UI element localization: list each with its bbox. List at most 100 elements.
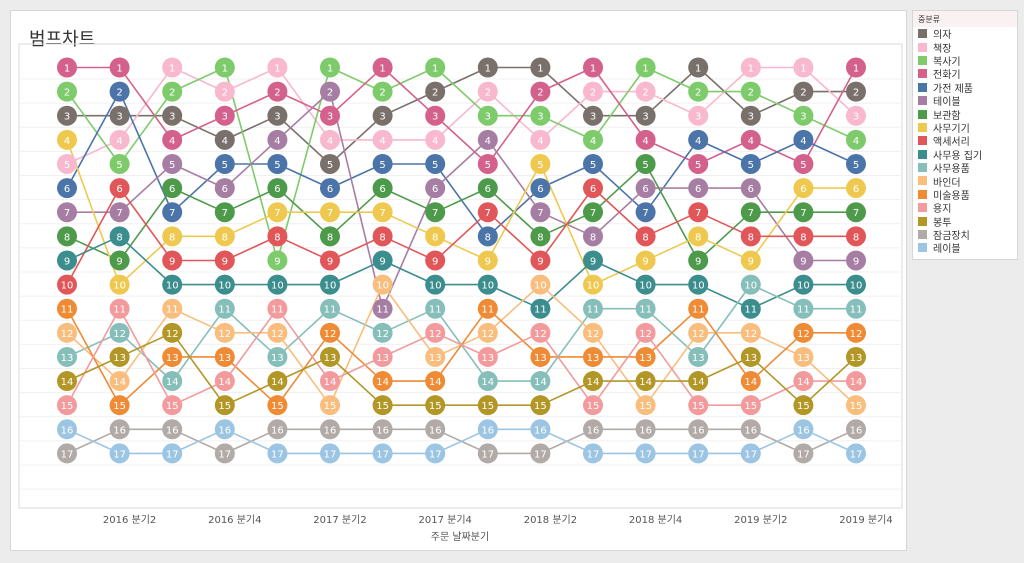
rank-marker: [793, 153, 814, 174]
rank-marker: [740, 443, 761, 464]
rank-marker: [267, 202, 288, 223]
rank-label: 2: [695, 88, 701, 99]
rank-marker: [109, 322, 130, 343]
legend-item[interactable]: 의자: [913, 27, 1017, 41]
legend-item[interactable]: 테이블: [913, 94, 1017, 108]
rank-marker: [372, 226, 393, 247]
rank-marker: [583, 129, 603, 150]
rank-marker: [846, 226, 866, 247]
legend-label: 책장: [933, 43, 952, 55]
rank-label: 6: [222, 184, 228, 195]
rank-marker: [162, 202, 183, 223]
legend: 중분류 의자 책장 복사기 전화기 가전 제품 테이블 보관함 사무기기 액세서리 사무용 집기 사…: [912, 10, 1018, 260]
rank-marker: [267, 129, 288, 150]
rank-marker: [267, 226, 288, 247]
rank-marker: [793, 274, 814, 295]
rank-label: 17: [744, 449, 757, 460]
rank-label: 9: [748, 256, 754, 267]
legend-item[interactable]: 보관함: [913, 107, 1017, 122]
rank-marker: [57, 395, 77, 416]
rank-label: 10: [113, 281, 126, 292]
rank-marker: [635, 322, 656, 343]
rank-label: 12: [113, 329, 126, 340]
rank-label: 7: [64, 208, 70, 219]
rank-label: 17: [166, 449, 179, 460]
rank-marker: [477, 419, 498, 440]
legend-label: 봉투: [933, 217, 952, 229]
rank-label: 3: [432, 112, 438, 123]
legend-item[interactable]: 복사기: [913, 54, 1017, 68]
rank-marker: [214, 57, 235, 78]
rank-marker: [109, 226, 130, 247]
legend-item[interactable]: 액세서리: [913, 134, 1017, 148]
rank-label: 2: [642, 88, 648, 99]
rank-label: 17: [850, 449, 863, 460]
legend-item[interactable]: 용지: [913, 201, 1017, 215]
rank-marker: [372, 153, 393, 174]
legend-item[interactable]: 사무용 집기: [913, 148, 1017, 162]
rank-marker: [740, 226, 761, 247]
rank-marker: [530, 443, 551, 464]
rank-label: 4: [853, 136, 859, 147]
rank-marker: [372, 443, 393, 464]
rank-marker: [846, 322, 866, 343]
rank-label: 15: [534, 401, 547, 412]
rank-label: 2: [590, 88, 596, 99]
rank-marker: [740, 395, 761, 416]
rank-label: 11: [376, 305, 389, 316]
legend-item[interactable]: 레이블: [913, 241, 1017, 255]
rank-marker: [162, 419, 183, 440]
x-tick-label: 2016 분기4: [208, 514, 261, 526]
legend-item[interactable]: 바인더: [913, 174, 1017, 189]
legend-item[interactable]: 잠금장치: [913, 228, 1017, 242]
rank-label: 14: [429, 377, 442, 388]
rank-marker: [635, 250, 656, 271]
legend-swatch: [918, 42, 927, 52]
rank-label: 10: [587, 281, 600, 292]
rank-marker: [793, 250, 814, 271]
rank-label: 15: [166, 401, 179, 412]
legend-item[interactable]: 책장: [913, 40, 1017, 55]
rank-label: 10: [166, 281, 179, 292]
rank-marker: [214, 178, 235, 199]
legend-item[interactable]: 사무기기: [913, 121, 1017, 135]
rank-label: 14: [587, 377, 600, 388]
rank-label: 11: [639, 305, 652, 316]
legend-item[interactable]: 사무용품: [913, 161, 1017, 175]
rank-marker: [688, 202, 709, 223]
rank-marker: [162, 322, 183, 343]
rank-marker: [372, 250, 393, 271]
rank-label: 3: [590, 112, 596, 123]
rank-label: 16: [271, 425, 284, 436]
rank-marker: [372, 419, 393, 440]
rank-marker: [688, 443, 709, 464]
rank-marker: [740, 298, 761, 319]
rank-label: 5: [116, 160, 122, 171]
rank-marker: [635, 371, 656, 392]
rank-label: 17: [61, 449, 74, 460]
rank-marker: [688, 274, 709, 295]
rank-label: 16: [429, 425, 442, 436]
legend-item[interactable]: 가전 제품: [913, 81, 1017, 95]
rank-marker: [583, 153, 603, 174]
rank-marker: [425, 178, 446, 199]
rank-marker: [162, 105, 183, 126]
rank-marker: [635, 105, 656, 126]
rank-label: 15: [850, 401, 863, 412]
rank-marker: [57, 371, 77, 392]
rank-marker: [477, 81, 498, 102]
rank-label: 9: [853, 256, 859, 267]
rank-marker: [740, 129, 761, 150]
rank-marker: [477, 178, 498, 199]
legend-item[interactable]: 봉투: [913, 214, 1017, 229]
legend-item[interactable]: 미술용품: [913, 188, 1017, 202]
rank-marker: [477, 57, 498, 78]
rank-marker: [688, 322, 709, 343]
rank-label: 3: [748, 112, 754, 123]
legend-item[interactable]: 전화기: [913, 67, 1017, 81]
rank-marker: [372, 371, 393, 392]
rank-label: 13: [218, 353, 231, 364]
rank-label: 9: [169, 256, 175, 267]
rank-label: 17: [587, 449, 600, 460]
